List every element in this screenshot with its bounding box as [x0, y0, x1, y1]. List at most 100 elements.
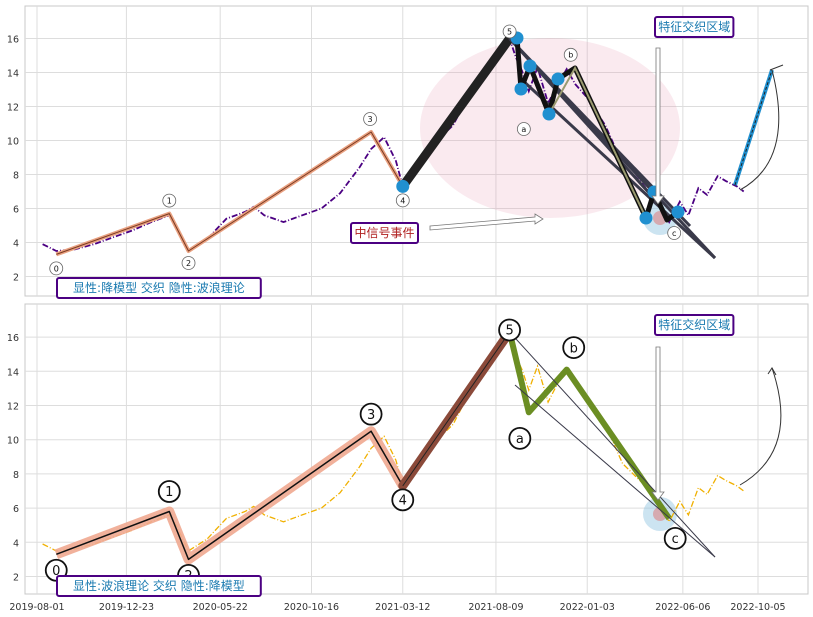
mode-label-box: [56, 277, 262, 299]
mode-label: 显性:降模型 交织 隐性:波浪理论: [73, 280, 245, 295]
wave-label: 0: [52, 564, 60, 579]
correction-zigzag: [514, 37, 680, 223]
wave-label: 3: [367, 408, 375, 423]
wave-label-circle: [181, 256, 196, 270]
wave-label-circle: [498, 318, 521, 342]
channel-line-lower: [514, 384, 716, 558]
wave-label: c: [672, 532, 679, 547]
wave-label: 3: [368, 115, 373, 124]
wave-label-circle: [508, 426, 532, 450]
wave-label: 4: [399, 494, 407, 509]
wave-segment-4-5-center: [402, 331, 511, 487]
y-tick-label: 2: [13, 273, 19, 284]
plot-frame: [24, 5, 809, 297]
wave-line-0-4: [56, 430, 404, 561]
correction-band: [548, 65, 647, 219]
plot-area: [42, 31, 784, 260]
event-arrow: [429, 213, 544, 231]
x-tick-label: 2021-03-12: [375, 602, 430, 613]
wave-label: 1: [165, 485, 173, 500]
x-tick-label: 2020-10-16: [284, 602, 339, 613]
wave-label-circle: [49, 261, 64, 276]
projection-arrowhead: [767, 367, 777, 376]
y-tick-label: 10: [7, 436, 19, 447]
x-tick-label: 2019-12-23: [99, 602, 154, 613]
wave-label-circle: [157, 480, 181, 503]
feature-label-box: [654, 314, 735, 336]
wave-label: 4: [400, 196, 405, 205]
wave-label-circle: [395, 193, 410, 208]
y-tick-label: 2: [13, 573, 19, 584]
wave-label-circle: [516, 122, 531, 136]
wave-line-0-4: [56, 131, 404, 255]
feature-label: 特征交织区域: [658, 19, 730, 34]
wave-label: 0: [54, 264, 59, 273]
channel-line: [509, 331, 716, 558]
y-tick-label: 12: [7, 402, 19, 413]
wave-label-circle: [391, 488, 415, 512]
mode-label-box: [56, 575, 262, 597]
y-tick-label: 10: [7, 137, 19, 148]
wave-label: a: [521, 125, 526, 134]
plot-frame: [24, 303, 809, 595]
mode-label: 显性:波浪理论 交织 隐性:降模型: [73, 578, 245, 593]
wave-label: 5: [505, 324, 513, 339]
wave-label-circle: [663, 526, 687, 550]
feature-arrow: [651, 346, 665, 501]
wave-label: a: [516, 432, 524, 447]
wave-label: 1: [167, 196, 172, 205]
y-tick-label: 16: [7, 35, 19, 46]
plot-area: [42, 327, 782, 565]
x-tick-label: 2021-08-09: [468, 602, 523, 613]
pivot-marker: [542, 107, 556, 121]
wave-label-circle: [162, 193, 177, 208]
y-tick-label: 16: [7, 333, 19, 344]
wave-label: 5: [507, 27, 512, 36]
wave-label-circle: [563, 47, 578, 62]
pivot-marker: [639, 211, 653, 225]
y-tick-label: 6: [13, 205, 19, 216]
pivot-marker: [523, 59, 537, 73]
wave-label: c: [672, 229, 676, 238]
feature-arrow: [651, 47, 665, 205]
y-tick-label: 12: [7, 103, 19, 114]
feature-label-box: [654, 16, 735, 38]
y-tick-label: 8: [13, 171, 19, 182]
pivot-marker: [396, 179, 410, 193]
wave-label: 2: [186, 259, 191, 268]
x-tick-label: 2022-10-05: [730, 602, 785, 613]
projection-dash: [734, 69, 773, 186]
pivot-marker: [514, 82, 528, 96]
y-tick-label: 8: [13, 470, 19, 481]
y-tick-label: 14: [7, 367, 19, 378]
event-label-box: [350, 222, 419, 244]
pivot-marker: [671, 205, 685, 219]
x-tick-label: 2022-06-06: [655, 602, 710, 613]
event-label: 中信号事件: [354, 225, 414, 240]
y-tick-label: 14: [7, 69, 19, 80]
projection-arc: [739, 69, 780, 191]
y-tick-label: 4: [13, 239, 19, 250]
y-tick-label: 4: [13, 538, 19, 549]
x-tick-label: 2019-08-01: [9, 602, 64, 613]
wave-label-circle: [562, 336, 586, 359]
wave-label-circle: [667, 226, 682, 240]
wave-label-circle: [359, 402, 383, 426]
feature-label: 特征交织区域: [658, 317, 730, 332]
y-tick-label: 6: [13, 504, 19, 515]
wave-label-circle: [363, 112, 378, 126]
wave-label: b: [568, 51, 573, 60]
projection-arc: [739, 367, 782, 486]
x-tick-label: 2020-05-22: [193, 602, 248, 613]
x-tick-label: 2022-01-03: [560, 602, 615, 613]
correction-zigzag: [506, 331, 672, 521]
highlight-ellipse: [420, 38, 680, 218]
projection-tip: [769, 64, 784, 71]
wave-segment-4-5: [398, 34, 515, 191]
wave-label: b: [570, 341, 578, 356]
wave-label-circle: [502, 24, 517, 39]
pivot-marker: [551, 72, 565, 86]
